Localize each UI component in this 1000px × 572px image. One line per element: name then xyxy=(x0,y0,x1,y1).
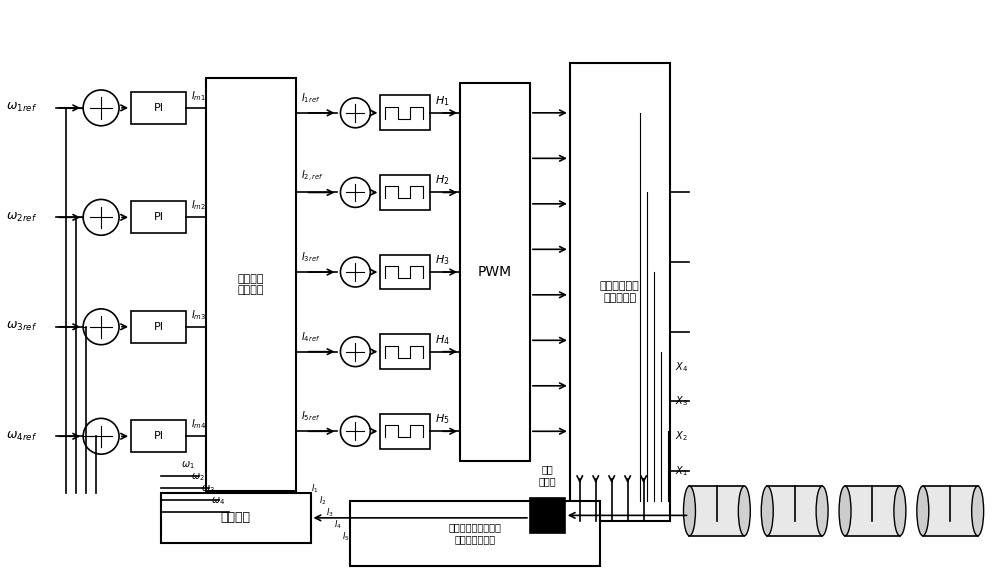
Text: $\omega_{3ref}$: $\omega_{3ref}$ xyxy=(6,320,38,333)
Text: $\omega_{1ref}$: $\omega_{1ref}$ xyxy=(6,101,38,114)
Circle shape xyxy=(83,200,119,235)
Bar xyxy=(767,486,822,536)
Text: $I_3$: $I_3$ xyxy=(326,507,334,519)
Circle shape xyxy=(340,337,370,367)
Text: PI: PI xyxy=(153,212,163,223)
Ellipse shape xyxy=(683,486,695,536)
Bar xyxy=(380,255,430,289)
Bar xyxy=(689,486,744,536)
Bar xyxy=(161,493,311,543)
Text: $\omega_{4ref}$: $\omega_{4ref}$ xyxy=(6,430,38,443)
Bar xyxy=(570,63,670,521)
Text: PWM: PWM xyxy=(478,265,512,279)
Text: $I_{m1}$: $I_{m1}$ xyxy=(191,89,206,103)
Circle shape xyxy=(83,90,119,126)
Text: $I_2$: $I_2$ xyxy=(319,495,326,507)
Text: $I_{5ref}$: $I_{5ref}$ xyxy=(301,410,320,423)
Text: $X_3$: $X_3$ xyxy=(675,395,687,408)
Bar xyxy=(380,96,430,130)
Bar xyxy=(530,498,565,533)
Text: $X_4$: $X_4$ xyxy=(675,360,688,374)
Bar xyxy=(350,501,600,566)
Bar xyxy=(131,201,186,233)
Text: $H_4$: $H_4$ xyxy=(435,333,450,347)
Text: $I_1$: $I_1$ xyxy=(311,483,318,495)
Bar xyxy=(131,420,186,452)
Bar xyxy=(845,486,900,536)
Circle shape xyxy=(340,98,370,128)
Bar xyxy=(380,175,430,210)
Text: $\omega_{2}$: $\omega_{2}$ xyxy=(191,471,205,483)
Text: $I_5$: $I_5$ xyxy=(342,530,350,543)
Text: $I_{m2}$: $I_{m2}$ xyxy=(191,198,206,212)
Text: 五相电压源型
容错逆变器: 五相电压源型 容错逆变器 xyxy=(600,281,640,303)
Text: $\omega_{3}$: $\omega_{3}$ xyxy=(201,483,215,495)
Circle shape xyxy=(340,177,370,208)
Circle shape xyxy=(340,257,370,287)
Bar xyxy=(380,334,430,369)
Text: $I_{3ref}$: $I_{3ref}$ xyxy=(301,251,320,264)
Text: PI: PI xyxy=(153,431,163,441)
Circle shape xyxy=(83,418,119,454)
Text: $\omega_{2ref}$: $\omega_{2ref}$ xyxy=(6,211,38,224)
Bar xyxy=(131,311,186,343)
Bar xyxy=(923,486,978,536)
Text: $\omega_{4}$: $\omega_{4}$ xyxy=(211,495,225,507)
Text: $I_{1ref}$: $I_{1ref}$ xyxy=(301,91,320,105)
Circle shape xyxy=(340,416,370,446)
Text: $H_2$: $H_2$ xyxy=(435,174,450,188)
Bar xyxy=(131,92,186,124)
Text: PI: PI xyxy=(153,103,163,113)
Text: $I_{m4}$: $I_{m4}$ xyxy=(191,418,206,431)
Text: $H_1$: $H_1$ xyxy=(435,94,450,108)
Text: 参考电流
重构模块: 参考电流 重构模块 xyxy=(237,274,264,295)
Text: PI: PI xyxy=(153,322,163,332)
Ellipse shape xyxy=(816,486,828,536)
Ellipse shape xyxy=(839,486,851,536)
Ellipse shape xyxy=(761,486,773,536)
Ellipse shape xyxy=(917,486,929,536)
Bar xyxy=(380,414,430,448)
Text: 位置
传感器: 位置 传感器 xyxy=(539,464,556,486)
Circle shape xyxy=(83,309,119,345)
Text: $X_1$: $X_1$ xyxy=(675,464,687,478)
Text: $I_4$: $I_4$ xyxy=(334,519,342,531)
Ellipse shape xyxy=(972,486,984,536)
Text: $I_{m3}$: $I_{m3}$ xyxy=(191,308,206,322)
Text: $I_{2,ref}$: $I_{2,ref}$ xyxy=(301,169,324,185)
Ellipse shape xyxy=(738,486,750,536)
Text: $\omega_{1}$: $\omega_{1}$ xyxy=(181,459,195,471)
Bar xyxy=(206,78,296,491)
Ellipse shape xyxy=(894,486,906,536)
Bar xyxy=(460,83,530,461)
Text: $I_{4ref}$: $I_{4ref}$ xyxy=(301,330,320,344)
Text: $H_5$: $H_5$ xyxy=(435,412,450,426)
Text: 电流重构、故障检测
和容错控制模块: 电流重构、故障检测 和容错控制模块 xyxy=(449,522,502,544)
Text: 转速计算: 转速计算 xyxy=(221,511,251,525)
Text: $X_2$: $X_2$ xyxy=(675,430,687,443)
Text: $H_3$: $H_3$ xyxy=(435,253,450,267)
